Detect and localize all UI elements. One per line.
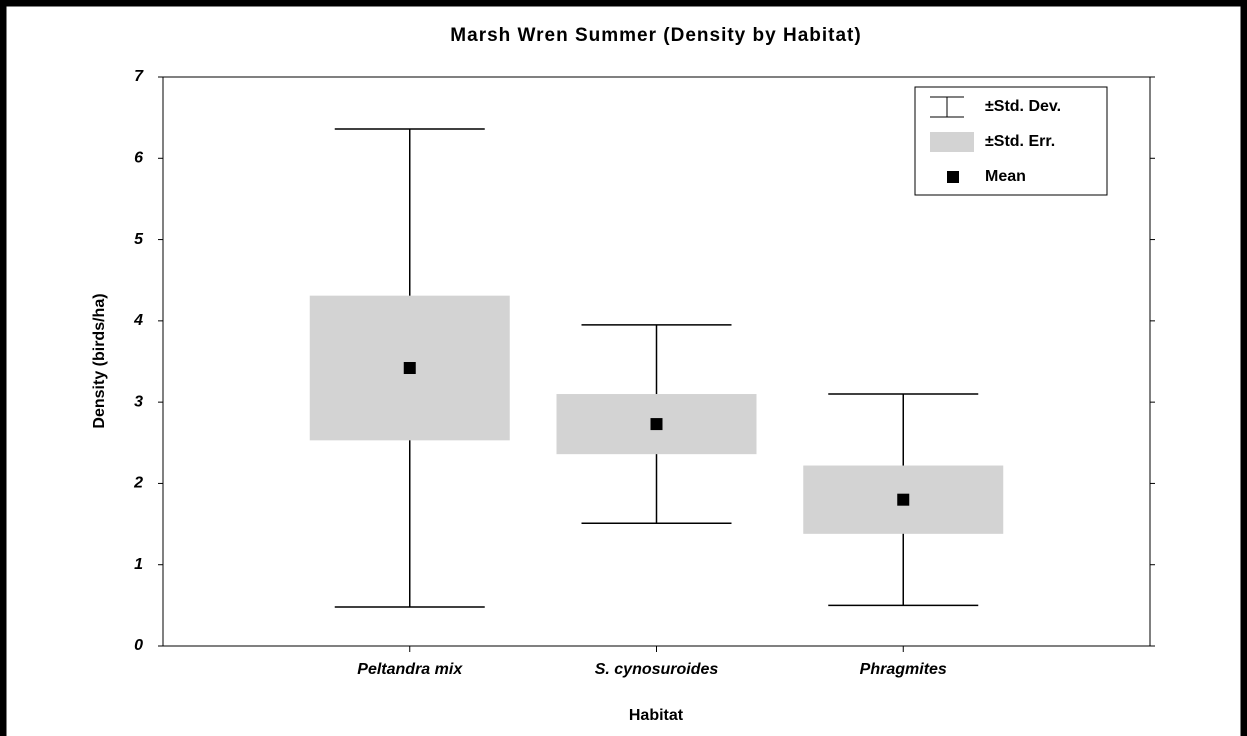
legend-se <box>930 132 974 152</box>
legend-label: ±Std. Err. <box>985 133 1055 150</box>
y-tick-label: 4 <box>133 312 143 329</box>
x-axis-label: Habitat <box>629 707 684 724</box>
mean-marker <box>650 418 663 431</box>
chart-title: Marsh Wren Summer (Density by Habitat) <box>450 25 861 46</box>
y-tick-label: 6 <box>134 150 143 167</box>
y-tick-label: 1 <box>134 556 143 573</box>
y-tick-label: 2 <box>133 475 143 492</box>
legend-label: ±Std. Dev. <box>985 98 1061 115</box>
x-tick-label: Phragmites <box>860 661 947 678</box>
x-tick-label: S. cynosuroides <box>595 661 719 678</box>
y-axis-label: Density (birds/ha) <box>91 293 108 428</box>
legend-mean <box>947 171 959 183</box>
x-tick-label: Peltandra mix <box>357 661 463 678</box>
y-tick-label: 3 <box>134 393 143 410</box>
y-tick-label: 5 <box>134 231 144 248</box>
legend-label: Mean <box>985 168 1026 185</box>
mean-marker <box>897 493 910 506</box>
y-tick-label: 0 <box>134 637 143 654</box>
y-tick-label: 7 <box>134 68 144 85</box>
mean-marker <box>403 362 416 375</box>
